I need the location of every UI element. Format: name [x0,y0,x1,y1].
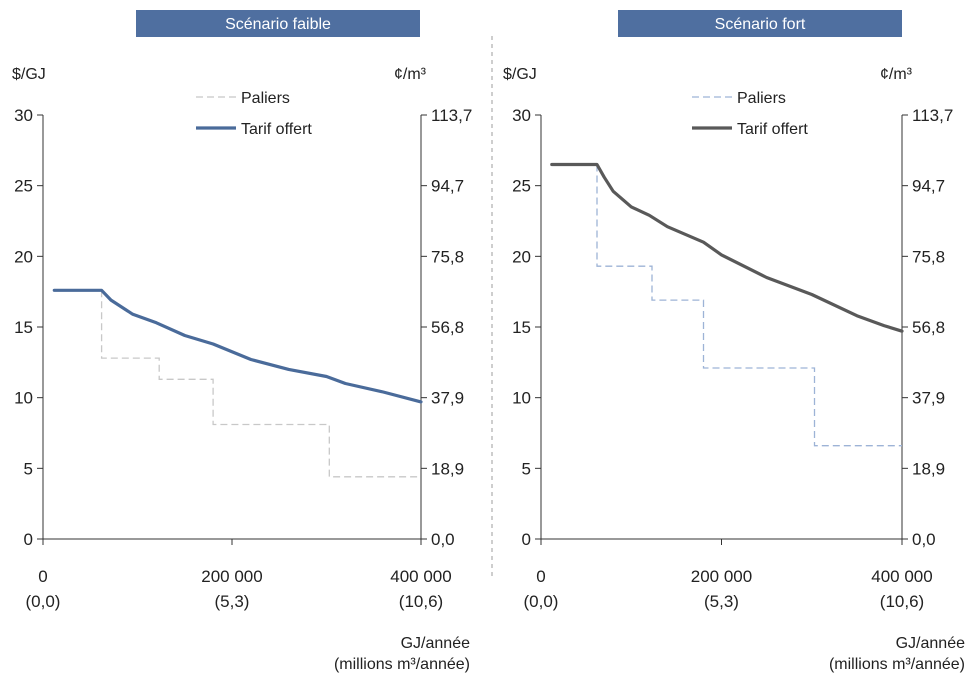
y2-tick-label: 113,7 [912,106,953,125]
legend-label-paliers: Paliers [241,90,290,107]
title-banner [136,10,420,37]
y-tick-label: 20 [14,247,33,266]
x-tick-sublabel: (5,3) [215,592,250,611]
series-line-paliers [100,290,421,478]
y-tick-label: 15 [512,318,531,337]
y2-tick-label: 75,8 [912,247,945,266]
y-tick-label: 20 [512,247,531,266]
y-tick-label: 10 [14,389,33,408]
y-tick-label: 5 [522,459,531,478]
series-line-tarif-offert [52,288,423,404]
y-tick-label: 0 [24,530,33,549]
y2-axis-label: ¢/m³ [880,66,913,83]
chart-title: Scénario faible [225,16,331,33]
x-tick-label: 400 000 [871,567,932,586]
y-tick-label: 30 [14,106,33,125]
y-tick-label: 0 [522,530,531,549]
x-axis-sublabel: (millions m³/année) [829,656,965,673]
y2-tick-label: 56,8 [912,318,945,337]
x-tick-sublabel: (0,0) [26,592,61,611]
x-tick-sublabel: (10,6) [399,592,443,611]
y2-tick-label: 113,7 [431,106,472,125]
x-tick-sublabel: (10,6) [880,592,924,611]
y-tick-label: 25 [14,177,33,196]
series-line-tarif-offert [550,162,904,333]
y2-tick-label: 0,0 [431,530,455,549]
y2-tick-label: 37,9 [431,389,464,408]
x-tick-label: 200 000 [201,567,262,586]
legend-label-paliers: Paliers [737,90,786,107]
y2-tick-label: 18,9 [912,459,945,478]
y-axis-label: $/GJ [503,66,537,83]
legend-label-tarif-offert: Tarif offert [241,121,312,138]
x-tick-sublabel: (0,0) [524,592,559,611]
chart-title: Scénario fort [715,16,806,33]
y-axis-label: $/GJ [12,66,46,83]
y-tick-label: 10 [512,389,531,408]
y-tick-label: 5 [24,459,33,478]
legend-label-tarif-offert: Tarif offert [737,121,808,138]
y2-tick-label: 56,8 [431,318,464,337]
x-tick-label: 0 [536,567,545,586]
y2-tick-label: 94,7 [431,177,464,196]
chart-panel-fort: Scénario fort $/GJ ¢/m³ 0 0,0 5 18,9 10 37,9 15 56… [503,10,965,673]
x-axis-label: GJ/année [401,635,470,652]
x-tick-label: 200 000 [691,567,752,586]
y2-tick-label: 75,8 [431,247,464,266]
y-tick-label: 25 [512,177,531,196]
y2-tick-label: 0,0 [912,530,936,549]
chart-panel-faible: Scénario faible $/GJ ¢/m³ 0 0,0 5 18,9 10 37,9 15… [12,10,472,673]
y-tick-label: 15 [14,318,33,337]
x-tick-label: 400 000 [390,567,451,586]
y2-tick-label: 18,9 [431,459,464,478]
y2-axis-label: ¢/m³ [394,66,427,83]
x-axis-label: GJ/année [896,635,965,652]
y-tick-label: 30 [512,106,531,125]
x-tick-label: 0 [38,567,47,586]
x-axis-sublabel: (millions m³/année) [334,656,470,673]
y2-tick-label: 94,7 [912,177,945,196]
y2-tick-label: 37,9 [912,389,945,408]
series-line-paliers [596,164,902,447]
x-tick-sublabel: (5,3) [704,592,739,611]
title-banner [618,10,902,37]
